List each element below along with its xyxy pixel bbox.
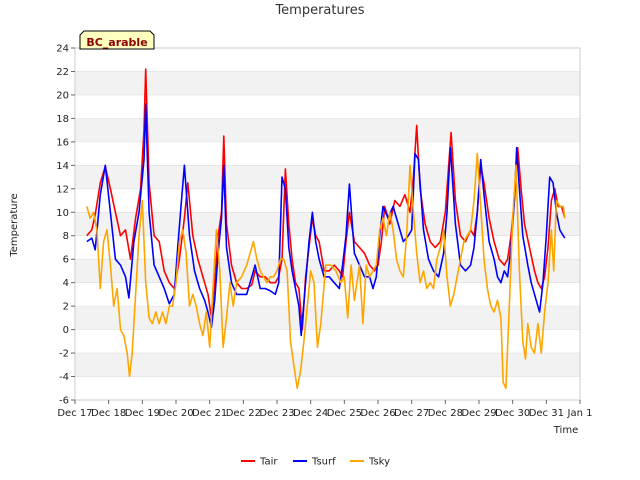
x-tick-label: Dec 18 bbox=[91, 408, 126, 419]
grid-band bbox=[75, 71, 580, 95]
x-tick-label: Dec 30 bbox=[495, 408, 530, 419]
x-tick-label: Dec 27 bbox=[394, 408, 429, 419]
grid-band bbox=[75, 141, 580, 166]
x-tick-label: Dec 23 bbox=[259, 408, 294, 419]
y-tick-label: 12 bbox=[56, 184, 69, 195]
grid-bands bbox=[75, 47, 580, 401]
y-tick-label: 0 bbox=[63, 325, 69, 336]
legend: Tair Tsurf Tsky bbox=[241, 457, 390, 468]
chart-title: Temperatures bbox=[274, 3, 364, 18]
grid-band bbox=[75, 118, 580, 142]
series-line-tsurf bbox=[86, 103, 566, 337]
grid-band bbox=[75, 48, 580, 72]
y-tick-label: 16 bbox=[56, 137, 69, 148]
y-tick-label: 24 bbox=[56, 44, 69, 55]
y-tick-label: 22 bbox=[56, 67, 69, 78]
y-tick-label: 20 bbox=[56, 90, 69, 101]
site-label: BC_arable bbox=[86, 36, 147, 49]
y-tick-label: 8 bbox=[63, 231, 69, 242]
legend-label-tair: Tair bbox=[259, 457, 278, 468]
x-tick-label: Dec 22 bbox=[226, 408, 261, 419]
x-tick-label: Dec 21 bbox=[192, 408, 227, 419]
y-tick-label: 18 bbox=[56, 114, 69, 125]
grid-band bbox=[75, 235, 580, 260]
y-tick-label: 14 bbox=[56, 161, 69, 172]
grid-band bbox=[75, 282, 580, 307]
x-tick-label: Dec 19 bbox=[125, 408, 160, 419]
x-tick-label: Dec 20 bbox=[158, 408, 193, 419]
y-tick-label: 6 bbox=[63, 255, 69, 266]
x-tick-label: Dec 29 bbox=[461, 408, 496, 419]
plot-area-border bbox=[74, 47, 581, 401]
y-tick-label: 2 bbox=[63, 302, 69, 313]
grid-band bbox=[75, 212, 580, 236]
grid-band bbox=[75, 165, 580, 189]
y-tick-label: 4 bbox=[63, 278, 69, 289]
x-tick-label: Dec 24 bbox=[293, 408, 328, 419]
site-label-box: BC_arable bbox=[79, 30, 155, 50]
grid-band bbox=[75, 306, 580, 330]
grid-band bbox=[75, 353, 580, 377]
x-tick-label: Dec 17 bbox=[57, 408, 92, 419]
grid-band bbox=[75, 376, 580, 400]
x-axis-title: Time bbox=[553, 425, 578, 436]
x-tick-label: Dec 28 bbox=[428, 408, 463, 419]
grid-band bbox=[75, 94, 580, 119]
legend-label-tsky: Tsky bbox=[368, 457, 390, 468]
series-layer bbox=[86, 68, 566, 390]
x-tick-label: Jan 1 bbox=[567, 408, 593, 419]
y-tick-label: -4 bbox=[59, 372, 69, 383]
legend-label-tsurf: Tsurf bbox=[311, 457, 336, 468]
grid-band bbox=[75, 329, 580, 354]
x-tick-label: Dec 26 bbox=[360, 408, 395, 419]
y-tick-label: 10 bbox=[56, 208, 69, 219]
x-tick-label: Dec 31 bbox=[529, 408, 564, 419]
y-tick-label: -2 bbox=[59, 349, 69, 360]
y-tick-label: -6 bbox=[59, 396, 69, 407]
series-line-tsky bbox=[86, 152, 566, 390]
x-tick-label: Dec 25 bbox=[327, 408, 362, 419]
y-axis-title: Temperature bbox=[9, 193, 20, 257]
